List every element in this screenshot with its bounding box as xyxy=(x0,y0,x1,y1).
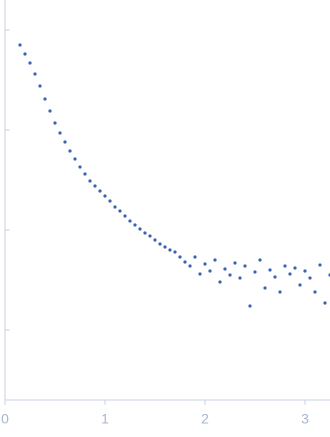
point xyxy=(178,255,182,259)
point xyxy=(133,223,137,227)
point xyxy=(148,234,152,238)
point xyxy=(218,280,222,284)
point xyxy=(83,172,87,176)
point xyxy=(143,231,147,235)
point xyxy=(308,276,312,280)
point xyxy=(288,272,292,276)
point xyxy=(183,260,187,264)
point xyxy=(138,227,142,231)
point xyxy=(33,72,37,76)
point xyxy=(298,283,302,287)
point xyxy=(23,52,27,56)
point xyxy=(313,290,317,294)
point xyxy=(158,242,162,246)
x-tick-label: 0 xyxy=(1,411,9,427)
point xyxy=(93,184,97,188)
point xyxy=(303,269,307,273)
point xyxy=(113,205,117,209)
point xyxy=(258,258,262,262)
point xyxy=(208,269,212,273)
point xyxy=(43,97,47,101)
point xyxy=(173,250,177,254)
point xyxy=(168,248,172,252)
point xyxy=(198,272,202,276)
point xyxy=(98,189,102,193)
point xyxy=(283,264,287,268)
point xyxy=(248,304,252,308)
point xyxy=(223,267,227,271)
point xyxy=(28,61,32,65)
point xyxy=(38,84,42,88)
point xyxy=(128,219,132,223)
point xyxy=(68,149,72,153)
point xyxy=(108,199,112,203)
point xyxy=(318,263,322,267)
point xyxy=(153,238,157,242)
point xyxy=(58,131,62,135)
point xyxy=(213,258,217,262)
point xyxy=(233,261,237,265)
x-tick-label: 3 xyxy=(301,411,309,427)
point xyxy=(78,165,82,169)
point xyxy=(193,255,197,259)
point xyxy=(188,264,192,268)
point xyxy=(238,276,242,280)
point xyxy=(48,109,52,113)
point xyxy=(63,140,67,144)
point xyxy=(18,43,22,47)
point xyxy=(243,264,247,268)
point xyxy=(103,194,107,198)
point xyxy=(53,121,57,125)
point xyxy=(253,270,257,274)
point xyxy=(118,209,122,213)
point xyxy=(203,262,207,266)
point xyxy=(123,214,127,218)
point xyxy=(88,179,92,183)
x-tick-label: 2 xyxy=(201,411,209,427)
point xyxy=(273,275,277,279)
point xyxy=(278,290,282,294)
point xyxy=(293,266,297,270)
point xyxy=(263,286,267,290)
point xyxy=(228,273,232,277)
point xyxy=(268,268,272,272)
point xyxy=(163,245,167,249)
point xyxy=(323,301,327,305)
x-tick-label: 1 xyxy=(101,411,109,427)
point xyxy=(73,157,77,161)
